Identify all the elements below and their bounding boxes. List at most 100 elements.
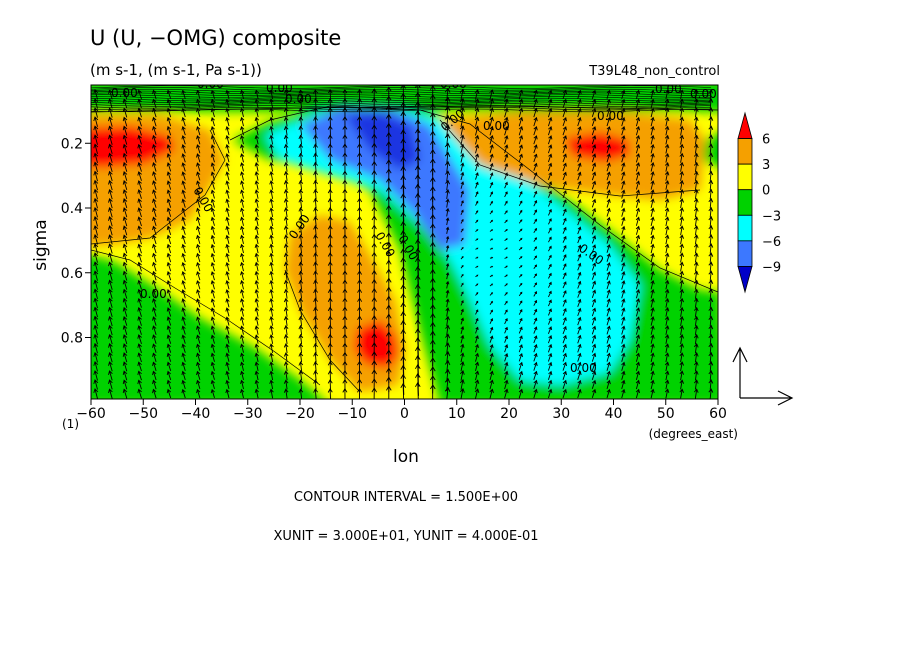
vector-arrow [650,89,655,100]
vector-arrow [518,317,523,325]
contour-label: 0.00 [570,361,597,375]
vector-arrow [181,144,186,154]
vector-arrow [357,206,363,218]
vector-arrow [518,191,523,198]
vector-arrow [225,125,230,136]
vector-arrow [475,317,479,325]
vector-arrow [664,334,670,344]
vector-arrow [547,135,553,145]
vector-arrow [547,171,553,181]
vector-arrow [606,89,611,99]
vector-arrow [679,107,685,118]
vector-arrow [298,324,304,336]
vector-arrow [504,361,509,371]
vector-arrow [664,316,670,326]
vector-arrow [298,297,304,308]
vector-arrow [562,98,568,109]
vector-arrow [489,238,494,241]
vector-arrow [327,134,333,145]
vector-arrow [313,216,318,227]
vector-arrow [196,153,201,163]
vector-arrow [708,261,714,272]
vector-arrow [181,207,186,217]
vector-arrow [621,216,626,226]
vector-arrow [708,89,714,100]
vector-arrow [562,325,567,335]
vector-arrow [137,352,142,363]
vector-arrow [254,307,260,317]
vector-arrow [152,107,157,118]
vector-arrow [269,107,274,118]
vector-arrow [489,162,494,171]
vector-arrow [93,107,99,118]
vector-arrow [196,125,201,136]
chart-units: (m s-1, (m s-1, Pa s-1)) [90,61,262,79]
vector-arrow [122,297,128,308]
vector-arrow [93,370,99,381]
vector-units-text: XUNIT = 3.000E+01, YUNIT = 4.000E-01 [274,529,539,544]
vector-arrow [122,152,128,163]
vector-arrow [621,116,626,127]
vector-arrow [635,234,641,245]
vector-arrow [562,244,567,252]
vector-arrow [210,388,215,399]
vector-arrow [196,207,201,217]
vector-arrow [591,298,597,308]
vector-arrow [298,388,304,399]
vector-arrow [679,315,685,326]
vector-arrow [708,306,714,318]
vector-arrow [489,326,494,334]
vector-arrow [621,107,626,118]
vector-arrow [577,307,582,317]
contour-label: 0.00 [440,77,467,91]
vector-arrow [708,288,714,299]
vector-arrow [562,263,567,271]
vector-arrow [489,125,494,136]
vector-arrow [152,207,157,218]
vector-arrow [679,379,685,390]
vector-arrow [591,162,597,172]
vector-arrow [152,98,157,109]
vector-arrow [108,252,113,263]
vector-arrow [152,162,157,172]
vector-arrow [460,237,464,242]
vector-arrow [591,262,597,271]
vector-arrow [225,198,230,208]
vector-arrow [475,172,479,180]
vector-arrow [621,243,626,253]
vector-arrow [489,229,494,232]
vector-arrow [693,107,699,118]
vector-arrow [283,207,289,218]
vector-arrow [357,243,362,254]
vector-arrow [693,134,699,145]
vector-arrow [298,207,304,218]
vector-arrow [664,325,670,335]
vector-arrow [225,325,230,335]
vector-arrow [210,107,215,118]
vector-arrow [533,172,538,180]
vector-arrow [269,207,274,217]
vector-arrow [210,298,215,308]
vector-arrow [327,315,333,327]
vector-arrow [225,307,230,317]
vector-arrow [460,265,464,269]
vector-arrow [240,144,245,154]
vector-arrow [475,210,479,215]
vector-arrow [460,152,465,163]
vector-arrow [137,243,142,254]
vector-arrow [269,189,274,199]
vector-arrow [562,153,567,163]
vector-arrow [621,262,626,272]
vector-arrow [693,279,699,290]
colorbar-label: 6 [762,133,770,148]
vector-arrow [298,125,304,136]
vector-arrow [181,153,186,163]
vector-arrow [459,97,465,109]
vector-arrow [533,291,537,297]
vector-arrow [693,324,699,336]
vector-arrow [591,189,597,199]
vector-arrow [650,189,655,199]
vector-arrow [342,152,348,164]
top-contour-line [91,87,712,91]
vector-arrow [210,289,215,299]
